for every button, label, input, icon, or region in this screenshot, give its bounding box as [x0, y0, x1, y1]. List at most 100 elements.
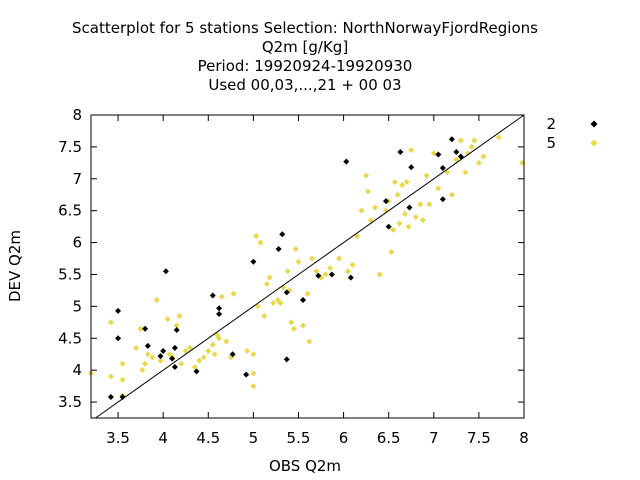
data-point-series-5	[230, 290, 237, 297]
y-tick-label: 6.5	[58, 202, 82, 220]
data-point-series-2	[171, 363, 178, 370]
data-point-series-5	[107, 373, 114, 380]
data-point-series-5	[263, 281, 270, 288]
data-point-series-5	[133, 344, 140, 351]
data-point-series-2	[243, 371, 250, 378]
data-point-series-2	[250, 258, 257, 265]
data-point-series-5	[257, 239, 264, 246]
data-point-series-5	[211, 351, 218, 358]
data-point-series-2	[343, 158, 350, 165]
data-point-series-5	[399, 182, 406, 189]
data-point-series-5	[137, 325, 144, 332]
data-point-series-5	[417, 201, 424, 208]
data-point-series-5	[426, 201, 433, 208]
data-point-series-5	[364, 188, 371, 195]
data-point-series-5	[178, 360, 185, 367]
data-point-series-5	[388, 249, 395, 256]
data-point-series-5	[475, 159, 482, 166]
data-point-series-5	[119, 360, 126, 367]
data-point-series-2	[457, 153, 464, 160]
y-tick-label: 8	[72, 106, 82, 124]
data-point-series-5	[290, 325, 297, 332]
data-point-series-2	[408, 164, 415, 171]
data-point-series-2	[107, 393, 114, 400]
chart-title: Scatterplot for 5 stations Selection: No…	[72, 19, 538, 94]
y-tick-label: 7	[72, 170, 82, 188]
y-tick-label: 4	[72, 361, 82, 379]
data-point-series-5	[280, 284, 287, 291]
data-point-series-5	[408, 147, 415, 154]
data-point-series-5	[392, 178, 399, 185]
y-tick-label: 6	[72, 234, 82, 252]
legend-marker	[590, 139, 598, 147]
data-point-series-5	[322, 271, 329, 278]
x-tick-label: 4	[158, 429, 168, 447]
x-tick-label: 6.5	[377, 429, 401, 447]
data-point-series-5	[372, 204, 379, 211]
data-point-series-5	[261, 312, 268, 319]
data-point-series-2	[439, 196, 446, 203]
data-point-series-5	[270, 300, 277, 307]
data-point-series-2	[382, 198, 389, 205]
y-tick-label: 7.5	[58, 138, 82, 156]
data-point-series-5	[376, 271, 383, 278]
data-point-series-2	[216, 305, 223, 312]
data-point-series-2	[157, 353, 164, 360]
data-point-series-5	[419, 217, 426, 224]
data-point-series-5	[191, 363, 198, 370]
data-point-series-5	[288, 319, 295, 326]
data-point-series-2	[144, 342, 151, 349]
title-line-2: Q2m [g/Kg]	[262, 38, 348, 56]
data-point-series-5	[394, 191, 401, 198]
data-point-series-5	[313, 268, 320, 275]
data-point-series-5	[435, 185, 442, 192]
data-point-series-2	[283, 356, 290, 363]
data-point-series-2	[171, 344, 178, 351]
data-point-series-2	[162, 268, 169, 275]
data-point-series-5	[468, 143, 475, 150]
y-tick-label: 4.5	[58, 329, 82, 347]
data-point-series-5	[462, 169, 469, 176]
x-tick-label: 4.5	[196, 429, 220, 447]
data-point-series-5	[401, 210, 408, 217]
data-point-series-2	[435, 151, 442, 158]
data-point-series-5	[139, 367, 146, 374]
data-point-series-2	[216, 311, 223, 318]
data-point-series-5	[448, 191, 455, 198]
data-point-series-5	[173, 322, 180, 329]
x-tick-label: 8	[519, 429, 529, 447]
data-point-series-5	[480, 153, 487, 160]
data-point-series-5	[196, 357, 203, 364]
data-point-series-2	[169, 355, 176, 362]
data-point-series-5	[363, 172, 370, 179]
data-point-series-5	[144, 351, 151, 358]
data-point-series-5	[250, 351, 257, 358]
data-point-series-5	[345, 268, 352, 275]
y-axis-label: DEV Q2m	[6, 230, 24, 302]
data-point-series-5	[471, 137, 478, 144]
data-point-series-5	[327, 265, 334, 272]
data-point-series-2	[448, 136, 455, 143]
data-point-series-5	[187, 344, 194, 351]
data-point-series-2	[115, 335, 122, 342]
data-point-series-5	[157, 357, 164, 364]
data-point-series-5	[205, 348, 212, 355]
legend-marker	[590, 120, 598, 128]
data-points	[88, 134, 526, 400]
data-point-series-5	[216, 335, 223, 342]
data-point-series-5	[164, 316, 171, 323]
data-point-series-5	[390, 226, 397, 233]
data-point-series-5	[304, 290, 311, 297]
data-point-series-2	[209, 292, 216, 299]
data-point-series-5	[453, 156, 460, 163]
data-point-series-5	[412, 214, 419, 221]
data-point-series-5	[465, 150, 472, 157]
data-point-series-5	[107, 319, 114, 326]
title-line-1: Scatterplot for 5 stations Selection: No…	[72, 19, 538, 37]
legend: 25	[546, 115, 598, 152]
data-point-series-2	[275, 245, 282, 252]
data-point-series-2	[142, 325, 149, 332]
data-point-series-2	[406, 204, 413, 211]
y-tick-label: 5	[72, 297, 82, 315]
data-point-series-5	[254, 303, 261, 310]
